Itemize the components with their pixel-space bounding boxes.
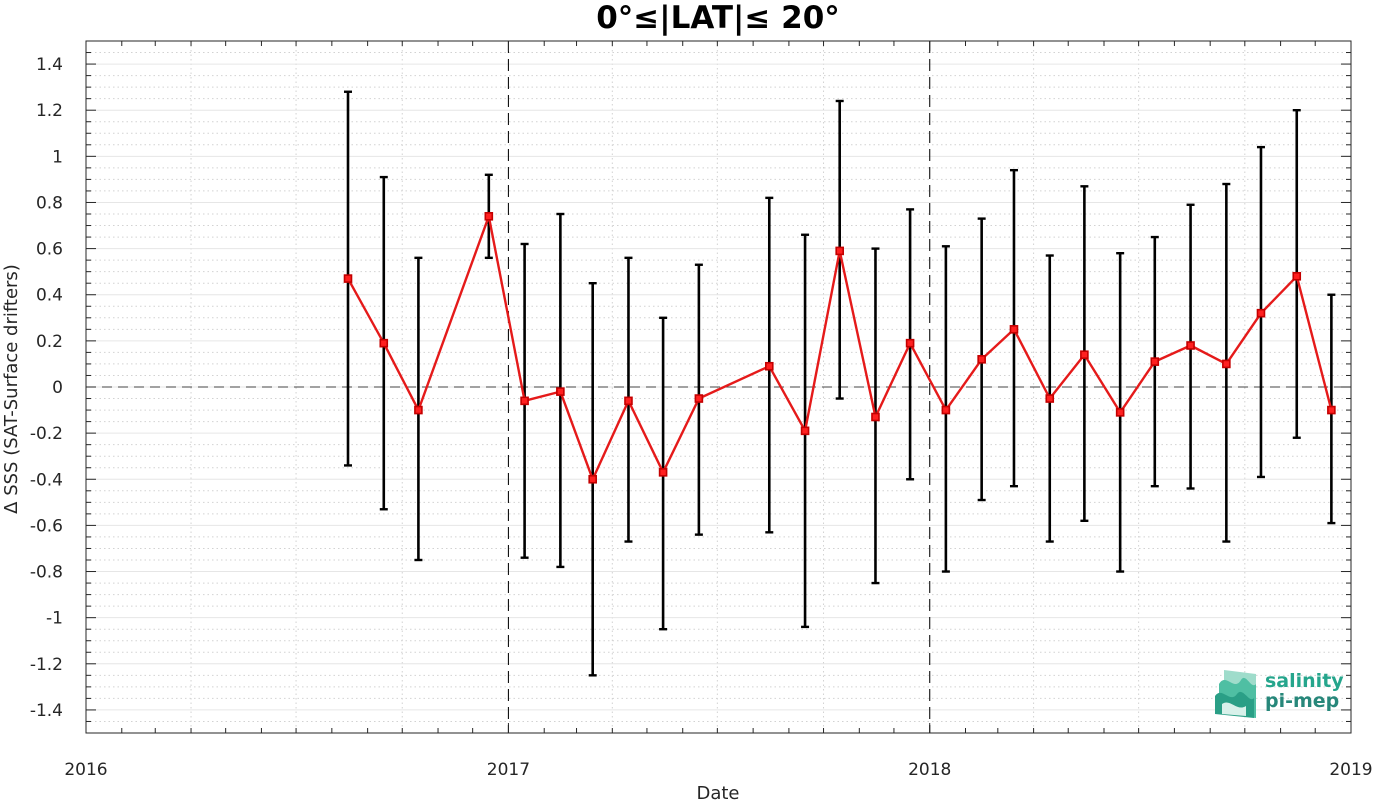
data-point-marker [871,412,880,422]
data-point-marker [1256,308,1266,318]
x-tick-label: 2017 [487,760,530,780]
data-point-marker [800,426,810,436]
y-tick-label: 0.2 [36,332,63,352]
data-point-marker [835,246,844,256]
data-point-marker [1292,271,1302,281]
data-point-marker [977,355,986,364]
data-point-marker [588,474,597,484]
y-tick-label: 0 [52,378,63,398]
data-point-marker [658,468,668,477]
y-tick-label: 0.6 [36,240,63,260]
salinity-pi-mep-logo: salinity pi-mep [1215,670,1344,718]
x-tick-label: 2018 [908,760,951,780]
data-point-marker [624,396,633,406]
data-point-marker [520,396,529,406]
data-point-marker [905,338,915,348]
logo-waves-icon [1215,670,1256,718]
y-tick-label: 1 [52,147,63,167]
chart-title: 0°≤|LAT|≤ 20° [596,0,840,36]
data-point-marker [556,387,565,396]
axis-ticks [85,40,1352,734]
data-point-marker [484,212,494,221]
x-axis-label: Date [696,783,739,801]
tick-labels: -1.4 -1.2 -1 -0.8 -0.6 -0.4 -0.2 0 0.2 0.4 0.6 0.8 1… [30,55,1373,780]
x-tick-label: 2016 [64,760,107,780]
data-point-marker [1327,405,1336,415]
y-tick-label: -0.8 [30,563,63,583]
data-series [343,212,1336,484]
y-tick-label: -1.2 [30,655,63,675]
y-tick-label: -0.6 [30,516,63,536]
y-tick-label: -1.4 [30,701,63,721]
y-axis-label: Δ SSS (SAT-Surface drifters) [1,264,22,514]
data-point-marker [1080,350,1089,360]
data-point-marker [941,405,951,415]
data-point-marker [764,361,774,371]
y-tick-label: 0.8 [36,193,63,213]
data-point-marker [1115,408,1125,417]
data-point-marker [1186,341,1195,350]
y-tick-label: 1.4 [36,55,63,75]
minor-grid [86,40,1351,734]
data-point-marker [694,394,704,403]
y-tick-label: 1.2 [36,101,63,121]
y-tick-label: -1 [46,609,63,629]
x-tick-label: 2019 [1329,760,1372,780]
data-point-marker [414,405,423,415]
data-point-marker [1045,394,1055,403]
data-point-marker [343,274,353,283]
logo-pi-mep-text: pi-mep [1265,690,1339,712]
y-tick-label: -0.2 [30,424,63,444]
y-tick-label: 0.4 [36,286,63,306]
data-point-marker [1222,359,1231,369]
data-point-marker [1150,357,1160,366]
logo-salinity-text: salinity [1265,670,1344,692]
data-point-marker [379,338,389,348]
data-point-marker [1009,325,1019,334]
y-tick-label: -0.4 [30,470,63,490]
reference-lines [86,41,1351,733]
